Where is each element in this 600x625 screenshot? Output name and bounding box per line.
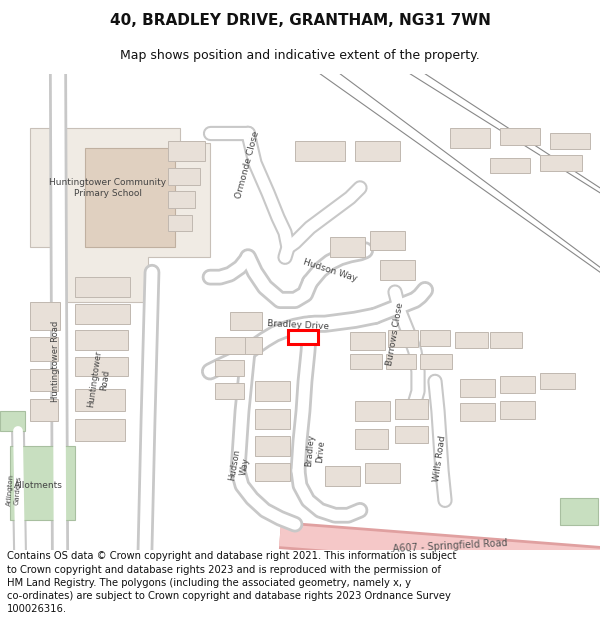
Polygon shape [380,260,415,280]
Text: Bradley
Drive: Bradley Drive [304,434,326,468]
Polygon shape [395,426,428,443]
Text: Ormonde Close: Ormonde Close [235,130,262,200]
Polygon shape [75,419,125,441]
Polygon shape [168,168,200,185]
Text: Bradley Drive: Bradley Drive [267,319,329,331]
Polygon shape [330,238,365,258]
Polygon shape [168,141,205,161]
Polygon shape [215,337,245,354]
Polygon shape [500,401,535,419]
Polygon shape [30,369,58,391]
Polygon shape [30,302,60,330]
Polygon shape [386,354,416,369]
Polygon shape [255,381,290,401]
Polygon shape [168,214,192,231]
Polygon shape [540,155,582,171]
Polygon shape [350,332,385,349]
Text: Hudson Way: Hudson Way [302,258,358,283]
Polygon shape [75,330,128,349]
Polygon shape [420,354,452,369]
Text: Allotments: Allotments [14,481,62,490]
Polygon shape [370,231,405,251]
Polygon shape [215,383,244,399]
Polygon shape [75,389,125,411]
Polygon shape [460,403,495,421]
Text: Contains OS data © Crown copyright and database right 2021. This information is : Contains OS data © Crown copyright and d… [7,551,457,614]
Polygon shape [550,133,590,149]
Polygon shape [75,277,130,297]
Polygon shape [350,354,382,369]
Polygon shape [30,128,210,302]
Polygon shape [500,128,540,145]
Polygon shape [450,128,490,148]
Text: 40, BRADLEY DRIVE, GRANTHAM, NG31 7WN: 40, BRADLEY DRIVE, GRANTHAM, NG31 7WN [110,13,490,28]
Polygon shape [490,332,522,348]
Polygon shape [455,332,488,348]
Polygon shape [420,330,450,346]
Polygon shape [325,466,360,486]
Polygon shape [490,158,530,173]
Polygon shape [540,373,575,389]
Polygon shape [230,312,262,330]
Polygon shape [500,376,535,393]
Polygon shape [168,191,195,208]
Polygon shape [255,409,290,429]
Polygon shape [460,379,495,398]
Polygon shape [355,401,390,421]
Polygon shape [30,337,58,361]
Polygon shape [75,356,128,376]
Polygon shape [255,436,290,456]
Polygon shape [10,446,75,520]
Polygon shape [388,330,418,347]
Text: Huntingtower Community
Primary School: Huntingtower Community Primary School [49,178,167,198]
Text: Map shows position and indicative extent of the property.: Map shows position and indicative extent… [120,49,480,62]
Polygon shape [365,462,400,482]
Polygon shape [395,399,428,419]
Text: Burrows Close: Burrows Close [385,301,405,366]
Polygon shape [288,330,318,344]
Polygon shape [215,359,244,376]
Polygon shape [355,141,400,161]
Text: Huntingtower Road: Huntingtower Road [50,321,59,402]
Text: Wills Road: Wills Road [432,435,448,482]
Polygon shape [560,498,598,525]
Polygon shape [0,411,25,431]
Polygon shape [355,429,388,449]
Polygon shape [30,399,58,421]
Text: Huntingtower
Road: Huntingtower Road [86,349,113,409]
Polygon shape [230,337,262,354]
Text: A607 - Springfield Road: A607 - Springfield Road [392,538,508,554]
Polygon shape [85,148,175,248]
Polygon shape [255,462,290,481]
Text: Hudson
Way: Hudson Way [227,448,253,483]
Text: Arlington
Gardens: Arlington Gardens [6,474,22,507]
Polygon shape [75,304,130,324]
Polygon shape [295,141,345,161]
